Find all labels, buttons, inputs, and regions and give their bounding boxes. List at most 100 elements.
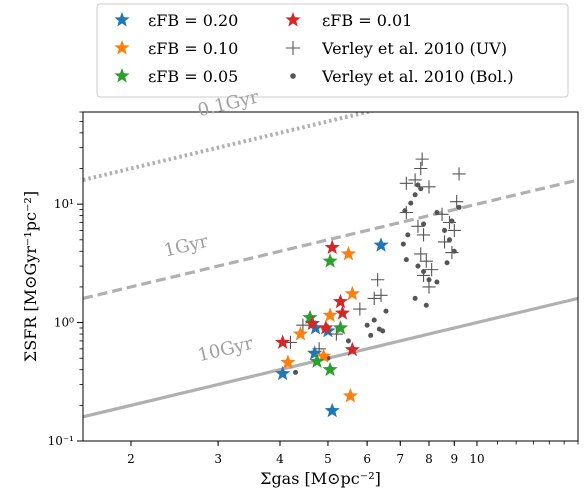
point-fb-0-05-0 bbox=[302, 309, 318, 325]
legend-entry-fb-0-20: εFB = 0.20 bbox=[114, 11, 238, 30]
point-verley-et-al-2010-bol-21 bbox=[434, 209, 440, 216]
point-verley-et-al-2010-bol-13 bbox=[418, 186, 424, 192]
legend-marker-fb-0-01 bbox=[285, 12, 301, 27]
point-verley-et-al-2010-bol-8 bbox=[383, 308, 389, 314]
y-axis-label: ΣSFR [M⊙Gyr⁻¹pc⁻²] bbox=[21, 191, 40, 362]
point-verley-et-al-2010-bol-3 bbox=[364, 322, 370, 328]
point-verley-et-al-2010-bol-28 bbox=[456, 204, 462, 210]
line-10gyr bbox=[83, 296, 578, 419]
x-tick-label-7: 7 bbox=[396, 452, 404, 466]
point-verley-et-al-2010-bol-23 bbox=[446, 237, 452, 243]
y-tick-label: 10¹ bbox=[54, 197, 74, 211]
point-verley-et-al-2010-uv-23 bbox=[422, 280, 436, 294]
legend-entry-fb-0-10: εFB = 0.10 bbox=[114, 39, 238, 58]
point-verley-et-al-2010-uv-24 bbox=[416, 268, 431, 283]
point-verley-et-al-2010-bol-10 bbox=[408, 200, 414, 206]
point-verley-et-al-2010-uv-9 bbox=[408, 173, 422, 187]
y-tick-label: 10⁻¹ bbox=[48, 434, 74, 448]
x-tick-label-10: 10 bbox=[469, 452, 484, 466]
point-verley-et-al-2010-bol-14 bbox=[405, 232, 411, 238]
line-label-1gyr: 1Gyr bbox=[162, 231, 211, 262]
legend-label: εFB = 0.05 bbox=[148, 67, 238, 86]
point-verley-et-al-2010-bol-30 bbox=[421, 221, 427, 227]
point-verley-et-al-2010-uv-17 bbox=[442, 215, 457, 230]
point-fb-0-05-4 bbox=[332, 319, 349, 335]
point-fb-0-10-1 bbox=[292, 326, 309, 341]
point-verley-et-al-2010-uv-11 bbox=[415, 152, 429, 166]
point-verley-et-al-2010-uv-25 bbox=[437, 235, 452, 249]
point-verley-et-al-2010-bol-2 bbox=[345, 338, 351, 344]
point-fb-0-10-0 bbox=[280, 354, 296, 369]
point-verley-et-al-2010-uv-27 bbox=[450, 195, 464, 209]
legend-marker-verley-et-al-2010-bol bbox=[290, 73, 296, 79]
point-fb-0-10-5 bbox=[344, 285, 360, 301]
point-verley-et-al-2010-uv-16 bbox=[435, 207, 449, 221]
point-verley-et-al-2010-uv-1 bbox=[296, 318, 310, 332]
point-verley-et-al-2010-uv-10 bbox=[414, 161, 428, 176]
point-verley-et-al-2010-bol-6 bbox=[380, 328, 386, 334]
point-fb-0-01-1 bbox=[304, 315, 320, 331]
point-fb-0-20-0 bbox=[275, 365, 291, 381]
line-1gyr bbox=[83, 178, 578, 300]
point-verley-et-al-2010-uv-12 bbox=[422, 180, 436, 194]
legend-entry-verley-et-al-2010-uv: Verley et al. 2010 (UV) bbox=[285, 39, 507, 58]
point-verley-et-al-2010-bol-16 bbox=[403, 257, 409, 263]
point-verley-et-al-2010-uv-19 bbox=[452, 167, 466, 181]
axes: 2 3 4 5 6 7 8 9 10 10⁻¹ 10⁰ 10¹ Σgas [M⊙pc⁻²] ΣSFR [M… bbox=[21, 111, 579, 488]
point-verley-et-al-2010-uv-7 bbox=[367, 291, 381, 306]
line-label-10gyr: 10Gyr bbox=[196, 333, 256, 367]
point-fb-0-05-3 bbox=[322, 253, 338, 268]
data-points bbox=[275, 152, 466, 418]
point-verley-et-al-2010-bol-12 bbox=[415, 182, 421, 188]
x-tick-label-5: 5 bbox=[324, 452, 332, 466]
point-verley-et-al-2010-bol-22 bbox=[442, 227, 448, 233]
x-tick-label-8: 8 bbox=[425, 452, 433, 466]
x-tick-label-3: 3 bbox=[214, 452, 222, 466]
point-verley-et-al-2010-bol-26 bbox=[434, 279, 440, 285]
legend-marker-fb-0-20 bbox=[114, 12, 130, 27]
series-verley-et-al-2010-bol bbox=[293, 182, 462, 375]
point-verley-et-al-2010-uv-18 bbox=[447, 223, 461, 238]
y-tick-label: 10⁰ bbox=[54, 316, 74, 330]
point-verley-et-al-2010-bol-15 bbox=[400, 241, 406, 247]
legend-entry-verley-et-al-2010-bol: Verley et al. 2010 (Bol.) bbox=[290, 67, 514, 86]
point-fb-0-10-4 bbox=[340, 245, 357, 261]
x-tick-label-6: 6 bbox=[363, 452, 371, 466]
point-verley-et-al-2010-uv-20 bbox=[414, 247, 428, 261]
legend-box bbox=[96, 3, 569, 98]
point-verley-et-al-2010-uv-6 bbox=[374, 288, 388, 302]
point-verley-et-al-2010-uv-8 bbox=[399, 176, 413, 190]
point-verley-et-al-2010-bol-0 bbox=[293, 369, 299, 375]
x-tick-label-2: 2 bbox=[127, 452, 135, 466]
series-fb-0-01 bbox=[275, 239, 360, 357]
legend-label: εFB = 0.20 bbox=[148, 11, 238, 30]
point-fb-0-01-4 bbox=[332, 293, 349, 309]
legend: εFB = 0.20 εFB = 0.01 εFB = 0.10 Verley et … bbox=[96, 3, 569, 98]
point-verley-et-al-2010-bol-19 bbox=[412, 295, 418, 301]
point-verley-et-al-2010-uv-14 bbox=[411, 219, 425, 233]
legend-entry-fb-0-01: εFB = 0.01 bbox=[285, 11, 412, 30]
x-tick-label-4: 4 bbox=[276, 452, 284, 466]
x-axis-label: Σgas [M⊙pc⁻²] bbox=[260, 469, 381, 488]
point-fb-0-05-1 bbox=[309, 353, 325, 368]
point-verley-et-al-2010-uv-26 bbox=[445, 245, 459, 260]
legend-label: Verley et al. 2010 (Bol.) bbox=[321, 67, 514, 86]
legend-marker-verley-et-al-2010-uv bbox=[285, 40, 301, 56]
line-0-1gyr bbox=[83, 112, 376, 182]
point-fb-0-20-1 bbox=[307, 345, 323, 360]
legend-marker-fb-0-05 bbox=[114, 68, 130, 83]
legend-label: εFB = 0.10 bbox=[148, 39, 238, 58]
point-fb-0-10-6 bbox=[342, 387, 358, 403]
point-verley-et-al-2010-bol-7 bbox=[368, 332, 374, 338]
point-verley-et-al-2010-bol-20 bbox=[423, 302, 429, 308]
point-fb-0-01-5 bbox=[334, 305, 351, 320]
point-fb-0-05-2 bbox=[322, 361, 338, 377]
series-fb-0-10 bbox=[280, 245, 360, 403]
point-verley-et-al-2010-uv-13 bbox=[399, 205, 413, 220]
point-fb-0-20-5 bbox=[373, 237, 389, 252]
point-fb-0-20-4 bbox=[324, 402, 340, 418]
legend-label: Verley et al. 2010 (UV) bbox=[321, 39, 507, 58]
point-verley-et-al-2010-uv-4 bbox=[353, 302, 367, 316]
